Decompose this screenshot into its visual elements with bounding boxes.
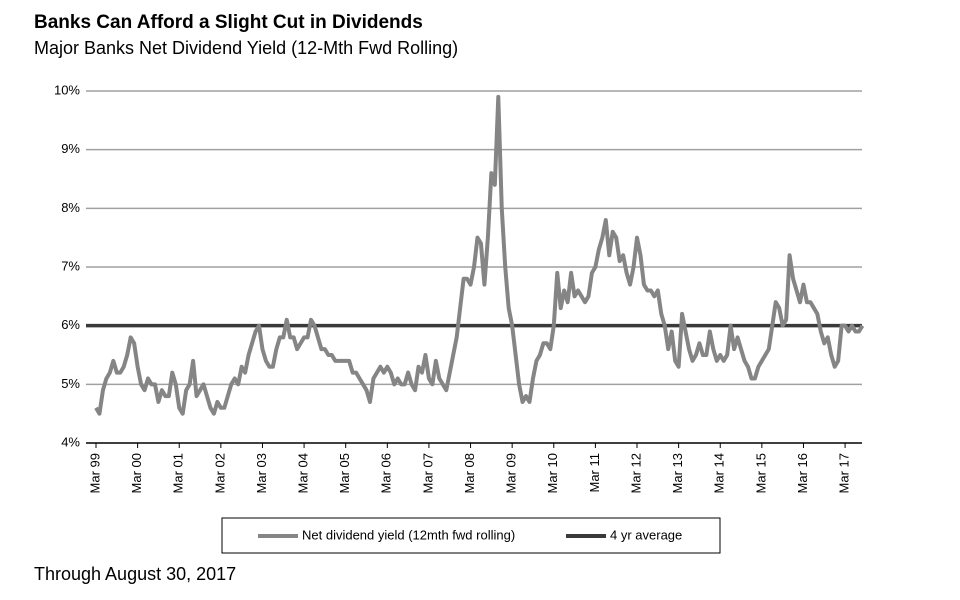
x-tick-label: Mar 00 <box>129 453 144 493</box>
x-tick-label: Mar 05 <box>337 453 352 493</box>
x-tick-label: Mar 08 <box>462 453 477 493</box>
y-tick-label: 4% <box>61 434 80 449</box>
legend-box <box>221 517 721 554</box>
legend-label: 4 yr average <box>610 527 682 542</box>
chart-subtitle: Major Banks Net Dividend Yield (12-Mth F… <box>34 38 458 58</box>
chart-title: Banks Can Afford a Slight Cut in Dividen… <box>34 12 423 33</box>
x-tick-label: Mar 02 <box>212 453 227 493</box>
y-tick-label: 10% <box>54 82 80 97</box>
x-tick-label: Mar 99 <box>87 453 102 493</box>
x-tick-label: Mar 14 <box>712 453 727 493</box>
x-tick-label: Mar 01 <box>171 453 186 493</box>
x-tick-label: Mar 06 <box>379 453 394 493</box>
footnote: Through August 30, 2017 <box>34 564 236 584</box>
y-tick-label: 5% <box>61 376 80 391</box>
x-tick-label: Mar 15 <box>753 453 768 493</box>
x-tick-label: Mar 03 <box>254 453 269 493</box>
y-tick-label: 6% <box>61 317 80 332</box>
x-tick-label: Mar 10 <box>545 453 560 493</box>
data-line <box>94 94 865 416</box>
y-tick-label: 7% <box>61 258 80 273</box>
x-tick-label: Mar 12 <box>628 453 643 493</box>
y-tick-label: 9% <box>61 141 80 156</box>
x-tick-label: Mar 16 <box>795 453 810 493</box>
x-tick-label: Mar 17 <box>837 453 852 493</box>
y-tick-label: 8% <box>61 200 80 215</box>
x-tick-label: Mar 13 <box>670 453 685 493</box>
x-tick-label: Mar 07 <box>420 453 435 493</box>
x-tick-label: Mar 04 <box>296 453 311 493</box>
legend-label: Net dividend yield (12mth fwd rolling) <box>302 527 515 542</box>
x-tick-label: Mar 11 <box>587 453 602 493</box>
x-tick-label: Mar 09 <box>504 453 519 493</box>
